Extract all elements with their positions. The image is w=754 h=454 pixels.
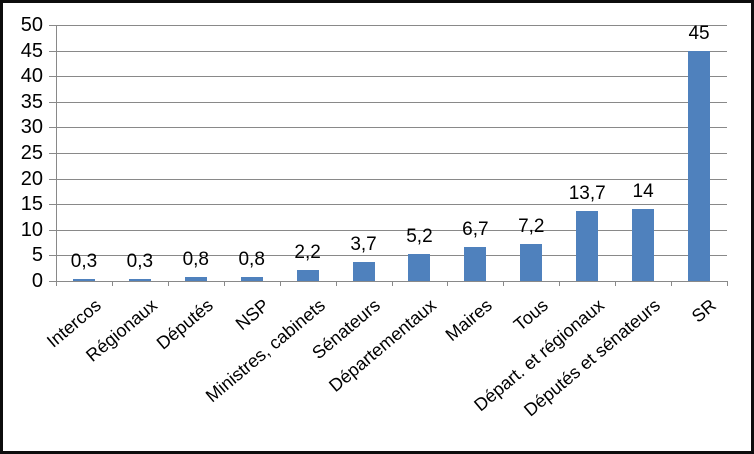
y-tick-label: 0: [31, 270, 43, 292]
x-category-label: Maires: [441, 295, 497, 346]
bar: [184, 276, 207, 281]
bar: [240, 276, 263, 281]
bar: [352, 262, 375, 281]
bar-value-label: 7,2: [518, 216, 545, 238]
y-axis-line: [56, 25, 57, 281]
x-tick: [335, 281, 337, 286]
bar: [632, 209, 655, 281]
y-tick-label: 45: [20, 39, 43, 62]
y-tick-label: 30: [20, 116, 43, 139]
bar-value-label: 0,8: [238, 248, 265, 270]
x-tick: [56, 281, 57, 286]
x-category-label: Députés: [152, 295, 217, 354]
x-axis-line: [49, 281, 727, 282]
bar-value-label: 13,7: [568, 182, 606, 204]
y-tick-label: 20: [20, 167, 43, 190]
x-tick: [503, 281, 505, 286]
gridline: [49, 127, 727, 129]
y-tick-label: 40: [20, 65, 43, 88]
x-tick: [111, 281, 113, 286]
gridline: [49, 255, 727, 257]
plot-area: 0,3 0,3 0,8 0,8 2,2 3,7 5,2 6,7 7,2 13,7 14 45: [49, 23, 728, 286]
bar-value-label: 45: [688, 22, 710, 44]
x-tick: [279, 281, 281, 286]
bar-value-label: 0,8: [182, 248, 209, 270]
bar: [576, 210, 599, 281]
bar: [408, 254, 431, 281]
x-category-label: SR: [687, 295, 720, 327]
gridline: [49, 204, 727, 206]
x-tick: [559, 281, 561, 286]
y-tick-label: 15: [20, 193, 43, 216]
bar-value-label: 2,2: [294, 241, 321, 263]
bar: [520, 244, 543, 281]
bar-value-label: 0,3: [126, 251, 154, 273]
gridline: [49, 178, 727, 180]
bar: [72, 279, 95, 281]
x-tick: [727, 281, 728, 286]
bar-value-label: 5,2: [406, 226, 433, 248]
gridline: [49, 76, 727, 78]
bar-value-label: 14: [632, 181, 654, 203]
gridline: [49, 229, 727, 231]
x-tick: [223, 281, 225, 286]
bar: [464, 246, 487, 281]
bar: [296, 269, 319, 281]
bar: [128, 279, 151, 281]
gridline: [49, 25, 727, 26]
y-tick-label: 5: [31, 244, 43, 267]
y-tick-label: 35: [20, 90, 43, 113]
y-tick-label: 50: [20, 14, 43, 36]
y-tick-label: 10: [20, 218, 43, 241]
x-tick: [391, 281, 393, 286]
x-tick: [447, 281, 449, 286]
bar-value-label: 3,7: [350, 234, 377, 256]
gridline: [49, 153, 727, 154]
x-category-label: NSP: [231, 295, 273, 335]
gridline: [49, 50, 727, 52]
x-category-label: Tous: [510, 295, 553, 335]
bar-value-label: 6,7: [462, 218, 489, 240]
bar-value-label: 0,3: [70, 251, 98, 273]
x-tick: [671, 281, 673, 286]
x-tick: [615, 281, 617, 286]
bar: [688, 50, 711, 281]
gridline: [49, 101, 727, 103]
x-tick: [167, 281, 169, 286]
y-tick-label: 25: [20, 142, 43, 164]
